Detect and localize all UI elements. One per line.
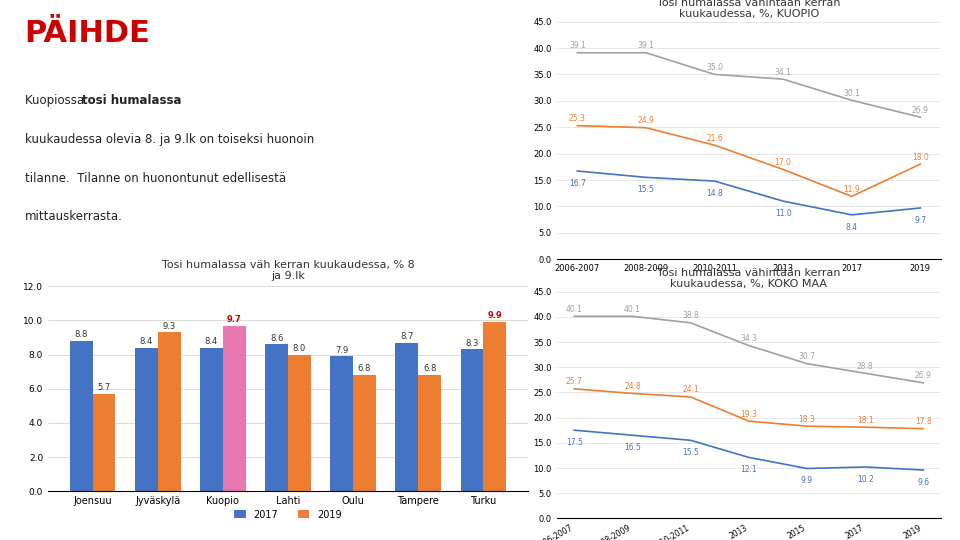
Text: 8.0: 8.0: [293, 344, 306, 353]
Text: 10.2: 10.2: [856, 475, 874, 483]
Text: 17.5: 17.5: [565, 438, 583, 447]
Text: Kuopiossa: Kuopiossa: [25, 94, 87, 107]
Text: 8.6: 8.6: [270, 334, 283, 343]
Legend: 2017, 2019: 2017, 2019: [230, 505, 346, 523]
Text: 24.8: 24.8: [624, 382, 641, 391]
Text: 30.7: 30.7: [799, 352, 815, 361]
Bar: [70, 341, 92, 491]
Text: 6.8: 6.8: [358, 364, 372, 374]
Text: 11.9: 11.9: [843, 185, 860, 194]
Text: 34.1: 34.1: [775, 68, 792, 77]
Text: 25.3: 25.3: [569, 114, 586, 123]
Text: 30.1: 30.1: [843, 89, 860, 98]
Bar: [200, 348, 223, 491]
Text: 9.7: 9.7: [914, 216, 926, 225]
Bar: [396, 343, 419, 491]
Text: 9.7: 9.7: [227, 315, 242, 324]
Text: 6.8: 6.8: [423, 364, 437, 374]
Bar: [223, 326, 246, 491]
Text: 11.0: 11.0: [775, 209, 791, 218]
Text: 25.7: 25.7: [565, 377, 583, 386]
Text: 18.1: 18.1: [857, 416, 874, 424]
Text: 38.8: 38.8: [683, 312, 699, 320]
Bar: [92, 394, 115, 491]
Text: 8.4: 8.4: [204, 337, 218, 346]
Text: 35.0: 35.0: [706, 63, 723, 72]
Text: 39.1: 39.1: [569, 41, 586, 50]
Text: 34.3: 34.3: [740, 334, 757, 343]
Text: 8.3: 8.3: [466, 339, 479, 348]
Bar: [330, 356, 353, 491]
Text: 9.9: 9.9: [488, 312, 502, 320]
Text: 9.6: 9.6: [918, 477, 929, 487]
Title: Tosi humalassa vähintään kerran
kuukaudessa, %, KUOPIO: Tosi humalassa vähintään kerran kuukaude…: [657, 0, 841, 19]
Text: 19.3: 19.3: [740, 410, 757, 418]
Legend: Perusopetus 8. ja 9. lk, Lukio 1. ja 2. vuosi, Ammatillinen oppilaitos: Perusopetus 8. ja 9. lk, Lukio 1. ja 2. …: [561, 298, 824, 326]
Text: 17.0: 17.0: [775, 158, 792, 167]
Text: 8.4: 8.4: [846, 223, 857, 232]
Text: tilanne.  Tilanne on huonontunut edellisestä: tilanne. Tilanne on huonontunut edellise…: [25, 172, 286, 185]
Text: 8.8: 8.8: [75, 330, 88, 339]
Title: Tosi humalassa vähintään kerran
kuukaudessa, %, KOKO MAA: Tosi humalassa vähintään kerran kuukaude…: [657, 268, 841, 289]
Text: 18.0: 18.0: [912, 152, 928, 161]
Bar: [353, 375, 376, 491]
Text: 9.3: 9.3: [162, 322, 176, 330]
Text: 17.8: 17.8: [915, 417, 932, 426]
Title: Tosi humalassa väh kerran kuukaudessa, % 8
ja 9.lk: Tosi humalassa väh kerran kuukaudessa, %…: [161, 260, 415, 281]
Text: 28.8: 28.8: [857, 362, 874, 371]
Text: 8.4: 8.4: [140, 337, 153, 346]
Text: 15.5: 15.5: [683, 448, 699, 457]
Text: 14.8: 14.8: [707, 189, 723, 198]
Bar: [135, 348, 157, 491]
Text: 12.1: 12.1: [740, 465, 757, 474]
Text: 26.9: 26.9: [915, 372, 932, 380]
Text: PÄIHDE: PÄIHDE: [25, 18, 151, 48]
Text: 9.9: 9.9: [801, 476, 813, 485]
Text: 26.9: 26.9: [912, 105, 928, 114]
Text: 8.7: 8.7: [400, 332, 414, 341]
Text: 21.6: 21.6: [707, 133, 723, 143]
Bar: [461, 349, 484, 491]
Text: 5.7: 5.7: [97, 383, 110, 392]
Text: 40.1: 40.1: [565, 305, 583, 314]
Text: 16.7: 16.7: [569, 179, 586, 188]
Text: 15.5: 15.5: [637, 185, 655, 194]
Text: 18.3: 18.3: [799, 415, 815, 424]
Bar: [288, 355, 311, 491]
Text: mittauskerrasta.: mittauskerrasta.: [25, 211, 123, 224]
Bar: [419, 375, 441, 491]
Text: 7.9: 7.9: [335, 346, 348, 355]
Text: tosi humalassa: tosi humalassa: [82, 94, 181, 107]
Text: 40.1: 40.1: [624, 305, 641, 314]
Text: 24.1: 24.1: [683, 386, 699, 394]
Text: 24.9: 24.9: [637, 116, 655, 125]
Text: 16.5: 16.5: [624, 443, 641, 452]
Text: kuukaudessa olevia 8. ja 9.lk on toiseksi huonoin: kuukaudessa olevia 8. ja 9.lk on toiseks…: [25, 133, 314, 146]
Bar: [484, 322, 506, 491]
Bar: [265, 345, 288, 491]
Text: 39.1: 39.1: [637, 41, 655, 50]
Bar: [157, 332, 180, 491]
